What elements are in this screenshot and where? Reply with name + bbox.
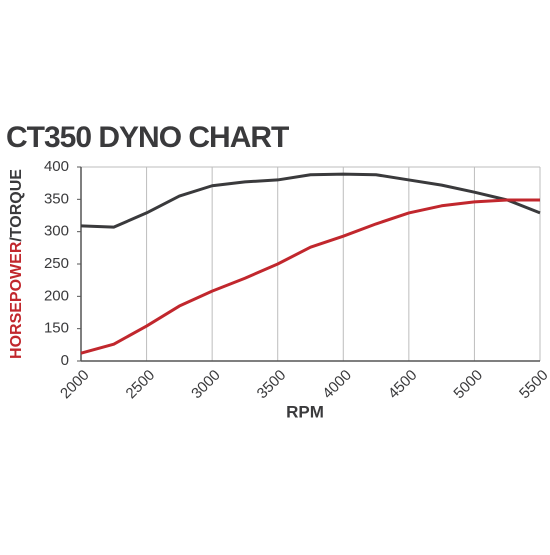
- y-axis-label-part: HORSEPOWER: [8, 241, 25, 359]
- chart-title: CT350 DYNO CHART: [6, 121, 289, 154]
- x-axis-label: RPM: [286, 402, 324, 421]
- x-tick-label: 3500: [254, 367, 290, 403]
- x-tick-label: 3000: [188, 367, 224, 403]
- x-tick-label: 2000: [57, 367, 93, 403]
- x-tick-label: 2500: [123, 367, 159, 403]
- y-axis-label-part: /TORQUE: [8, 169, 25, 242]
- y-tick-label: 0: [61, 352, 69, 369]
- y-tick-label: 200: [44, 287, 69, 304]
- y-tick-label: 150: [44, 320, 69, 337]
- x-tick-label: 5500: [516, 367, 550, 403]
- y-tick-label: 400: [44, 158, 69, 175]
- x-tick-label: 5000: [450, 367, 486, 403]
- x-tick-label: 4000: [319, 367, 355, 403]
- y-tick-label: 300: [44, 223, 69, 240]
- series-line: [80, 172, 541, 229]
- y-axis-label: HORSEPOWER/TORQUE: [8, 169, 25, 359]
- y-tick-label: 350: [44, 190, 69, 207]
- y-tick-label: 250: [44, 255, 69, 272]
- series-line: [80, 198, 540, 355]
- x-tick-label: 4500: [385, 367, 421, 403]
